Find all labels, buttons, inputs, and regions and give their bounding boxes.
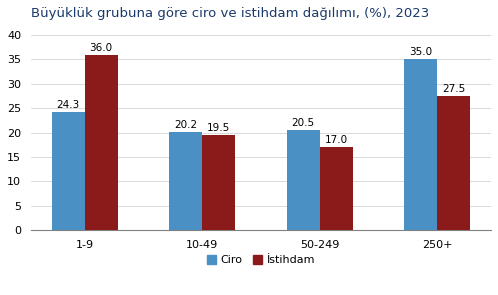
Text: 20.5: 20.5: [292, 118, 315, 128]
Text: 24.3: 24.3: [57, 100, 80, 110]
Text: 20.2: 20.2: [174, 120, 197, 130]
Text: 36.0: 36.0: [90, 42, 113, 53]
Bar: [169, 132, 202, 230]
Text: 17.0: 17.0: [325, 135, 348, 145]
Bar: [320, 147, 353, 230]
Text: 27.5: 27.5: [442, 84, 465, 94]
Bar: [287, 130, 320, 230]
Bar: [437, 96, 470, 230]
Text: 19.5: 19.5: [207, 123, 230, 133]
Bar: [202, 135, 235, 230]
Text: Büyüklük grubuna göre ciro ve istihdam dağılımı, (%), 2023: Büyüklük grubuna göre ciro ve istihdam d…: [31, 7, 429, 20]
Bar: [85, 55, 118, 230]
Legend: Ciro, İstihdam: Ciro, İstihdam: [202, 251, 320, 270]
Bar: [52, 112, 85, 230]
Text: 35.0: 35.0: [409, 47, 432, 58]
Bar: [404, 59, 437, 230]
